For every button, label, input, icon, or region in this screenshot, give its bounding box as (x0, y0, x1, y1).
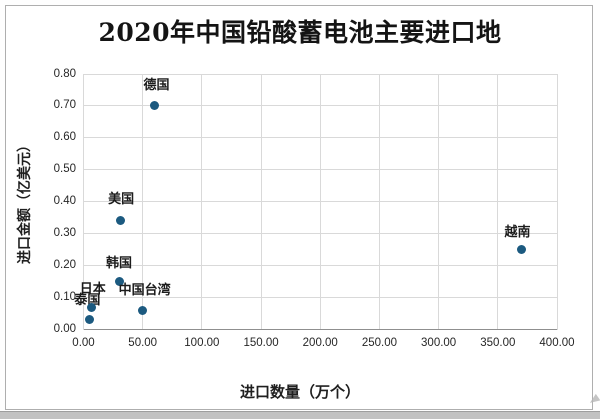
y-tick-label-0.20: 0.20 (53, 259, 76, 272)
gridline-x-400 (556, 74, 558, 330)
chart-frame-border (5, 5, 593, 410)
gridline-y-0.2 (83, 265, 557, 267)
data-point-日本 (87, 302, 97, 312)
gridline-y-0.7 (83, 105, 557, 107)
gridline-y-0.3 (83, 233, 557, 235)
gridline-y-0.1 (83, 297, 557, 299)
point-label-韩国: 韩国 (105, 254, 133, 270)
x-tick-label-250: 250.00 (361, 337, 398, 349)
x-tick-label-0: 0.00 (72, 337, 95, 349)
x-tick-label-400: 400.00 (539, 337, 575, 349)
x-tick-label-50: 50.00 (128, 337, 158, 349)
y-axis-title: 进口金额（亿美元） (16, 138, 32, 264)
gridline-y-0.6 (83, 137, 557, 139)
data-point-越南 (516, 245, 526, 255)
point-label-美国: 美国 (108, 190, 135, 206)
point-label-越南: 越南 (504, 223, 531, 239)
x-tick-label-200: 200.00 (302, 337, 338, 349)
data-point-德国 (150, 101, 160, 111)
y-tick-label-0.50: 0.50 (53, 163, 76, 176)
y-tick-label-0.00: 0.00 (53, 323, 76, 335)
gridline-y-0.8 (83, 73, 557, 75)
data-point-韩国 (114, 277, 124, 287)
x-tick-label-100: 100.00 (184, 337, 220, 349)
y-tick-label-0.10: 0.10 (53, 291, 76, 304)
y-tick-label-0.80: 0.80 (53, 67, 76, 80)
gridline-y-0.5 (83, 169, 557, 171)
y-tick-label-0.30: 0.30 (53, 227, 76, 240)
data-point-中国台湾 (138, 305, 148, 315)
gridline-y-0 (83, 329, 557, 330)
y-tick-label-0.40: 0.40 (53, 195, 76, 208)
x-tick-label-150: 150.00 (243, 337, 279, 349)
point-label-德国: 德国 (143, 76, 170, 92)
chart-title: 2020年中国铅酸蓄电池主要进口地 (98, 18, 502, 47)
point-label-日本: 日本 (79, 281, 106, 297)
data-point-泰国 (84, 315, 94, 325)
y-tick-label-0.70: 0.70 (53, 99, 76, 112)
bottom-scroll-strip (0, 411, 600, 419)
x-axis-title: 进口数量（万个） (239, 384, 360, 401)
x-tick-label-350: 350.00 (480, 337, 516, 349)
data-point-美国 (115, 216, 125, 226)
x-tick-label-300: 300.00 (421, 337, 457, 349)
gridline-y-0.4 (83, 201, 557, 203)
point-label-中国台湾: 中国台湾 (118, 282, 171, 298)
y-tick-label-0.60: 0.60 (53, 131, 76, 144)
